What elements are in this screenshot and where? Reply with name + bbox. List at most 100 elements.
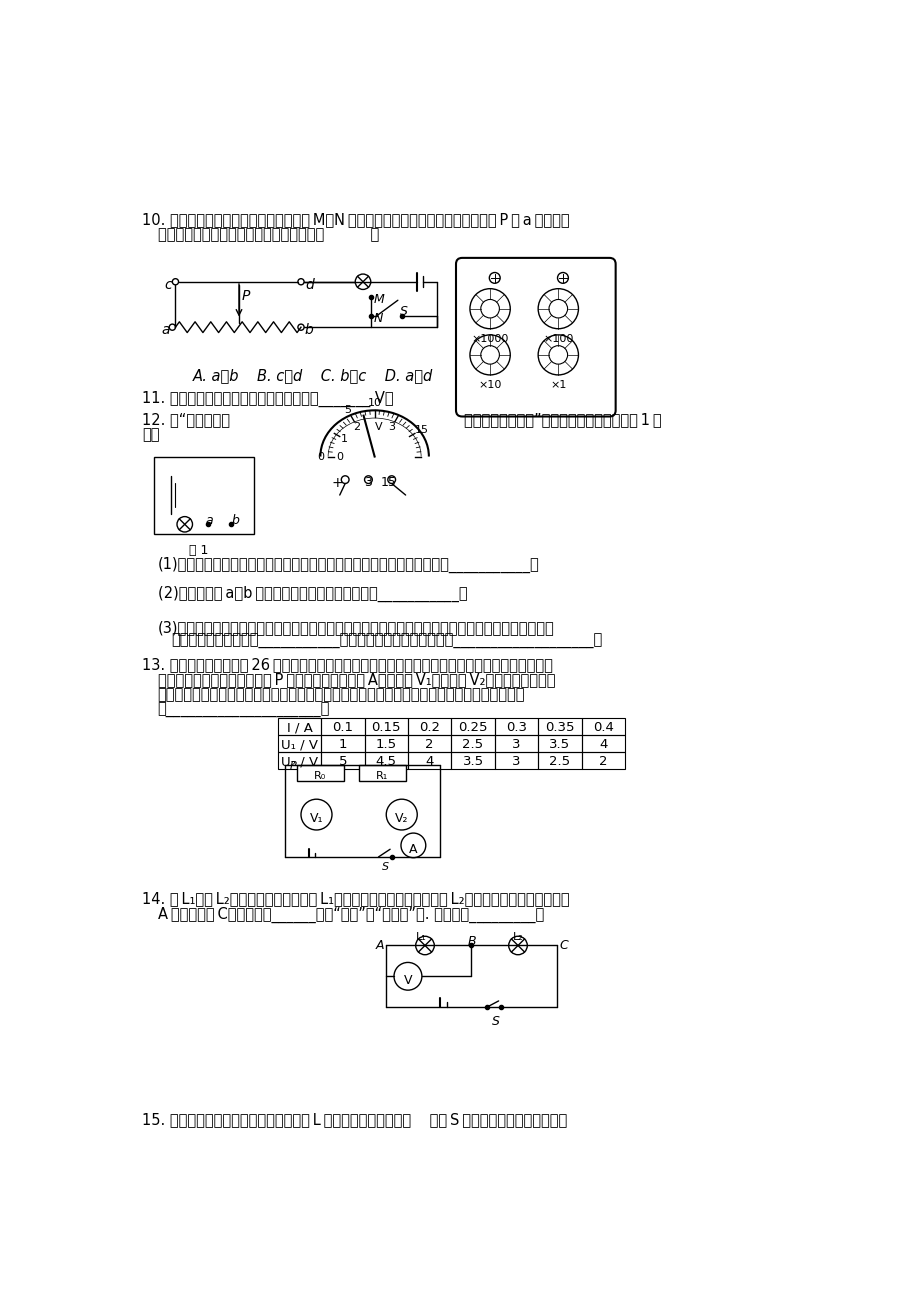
Bar [538,719,581,736]
Text: 12. 在“探究影响导: 12. 在“探究影响导 [142,411,230,427]
Text: 2: 2 [353,422,360,431]
Text: 图 1: 图 1 [188,544,208,557]
Text: 14. 灯 L₁与灯 L₂串联，先用电压表测灯 L₁两端的电压，如图所示，再测 L₂两端电压时，只将电压表接: 14. 灯 L₁与灯 L₂串联，先用电压表测灯 L₁两端的电压，如图所示，再测 … [142,892,569,906]
Text: 0.1: 0.1 [332,721,353,734]
Bar [581,753,624,769]
Text: 路。: 路。 [142,427,160,443]
Text: 1: 1 [338,738,346,751]
Bar [321,719,364,736]
Text: 0.25: 0.25 [458,721,487,734]
Text: 调节滑动变阵器，测出了滑片 P 在不同位置时电流表 A、电压表 V₁、电压表 V₂的示数，并将数据: 调节滑动变阵器，测出了滑片 P 在不同位置时电流表 A、电压表 V₁、电压表 V… [157,672,554,687]
Text: ×10: ×10 [478,380,501,391]
Text: b: b [304,323,313,337]
Bar [153,457,255,534]
Text: 4: 4 [598,738,607,751]
Bar [407,753,451,769]
Text: d: d [304,277,313,292]
Bar [494,736,538,753]
Text: V: V [374,422,382,432]
FancyBboxPatch shape [456,258,615,417]
Text: 0.35: 0.35 [544,721,574,734]
Bar [407,719,451,736]
Text: S: S [491,1014,499,1027]
Text: C: C [560,939,568,952]
Text: 10. 用图所示的滑动变阵器接在电路中的 M、N 两点间，组成一个调光电路，现使滑片 P 向 a 端移动的: 10. 用图所示的滑动变阵器接在电路中的 M、N 两点间，组成一个调光电路，现使… [142,212,569,227]
Text: L₁: L₁ [415,932,426,941]
Text: A: A [409,844,417,857]
Bar [321,736,364,753]
Text: 13. 实验小组的同学用图 26 所示的电路，探究串联电路中各电阵两端的电压变化规律，他们分别通过: 13. 实验小组的同学用图 26 所示的电路，探究串联电路中各电阵两端的电压变化… [142,656,552,672]
Bar [321,753,364,769]
Bar [538,736,581,753]
Text: 3: 3 [363,475,371,488]
Text: (2)为粗略判断 a、b 两点间导体电阵的大小，可观察___________。: (2)为粗略判断 a、b 两点间导体电阵的大小，可观察___________。 [157,586,467,602]
Text: 联接入电流表。你认为___________同学的改进更好一些，理由是___________________。: 联接入电流表。你认为___________同学的改进更好一些，理由是______… [171,634,601,648]
Text: ×1000: ×1000 [471,335,508,344]
Text: S: S [400,305,408,318]
Text: 4: 4 [425,755,434,768]
Bar [364,736,407,753]
Text: R₁: R₁ [376,771,388,781]
Bar [278,753,321,769]
Text: 2: 2 [425,738,434,751]
Bar [451,719,494,736]
Bar [358,764,405,781]
Text: 4.5: 4.5 [375,755,396,768]
Text: P: P [241,289,249,302]
Text: A: A [375,939,383,952]
Bar [451,736,494,753]
Text: 记录在表中。请你根据表中的实验数据，总结出串联电路中各电阵两端的电压变化规律的表达式: 记录在表中。请你根据表中的实验数据，总结出串联电路中各电阵两端的电压变化规律的表… [157,687,525,703]
Bar [278,736,321,753]
Text: b: b [231,513,239,526]
Text: 过程中，灯泡变暗，则应连接的接线柱是（          ）: 过程中，灯泡变暗，则应连接的接线柱是（ ） [157,227,379,242]
Bar [364,719,407,736]
Text: 体电阵大小的因素”实验中，小明设计了如图 1 电: 体电阵大小的因素”实验中，小明设计了如图 1 电 [463,411,661,427]
Bar [407,736,451,753]
Text: 3: 3 [512,755,520,768]
Bar [364,753,407,769]
Text: a: a [206,513,213,526]
Bar [494,719,538,736]
Text: S: S [382,862,389,871]
Bar [581,719,624,736]
Text: U₁ / V: U₁ / V [280,738,318,751]
Text: 5: 5 [338,755,346,768]
Text: ×100: ×100 [542,335,573,344]
Text: 1.5: 1.5 [375,738,396,751]
Text: 15. 某同学在按下图甲所示的电路测灯泡 L 的电流的实验中，闭合    开关 S 时，发现电流表指针偏转到: 15. 某同学在按下图甲所示的电路测灯泡 L 的电流的实验中，闭合 开关 S 时… [142,1113,567,1128]
Text: I / A: I / A [286,721,312,734]
Text: 10: 10 [368,397,381,408]
Text: (3)另有甲、乙两位同学分别对小明的电路作了如下的改进：甲把灯泡更换为电流表；乙在原电路中串: (3)另有甲、乙两位同学分别对小明的电路作了如下的改进：甲把灯泡更换为电流表；乙… [157,620,554,635]
Bar [538,753,581,769]
Text: 3: 3 [388,422,395,431]
Text: 2.5: 2.5 [462,738,483,751]
Bar [278,719,321,736]
Text: 0.4: 0.4 [592,721,613,734]
Text: 3.5: 3.5 [549,738,570,751]
Bar [297,764,344,781]
Text: V₁: V₁ [310,812,323,825]
Text: 0: 0 [335,452,343,461]
Text: 3.5: 3.5 [462,755,483,768]
Text: 为_____________________。: 为_____________________。 [157,703,330,717]
Bar [581,736,624,753]
Text: V: V [403,974,412,987]
Text: U₂ / V: U₂ / V [280,755,318,768]
Text: c: c [165,277,172,292]
Text: (1)在连接电路时发现，还缺少一个元件，他应该在电路中再接入的元件是___________。: (1)在连接电路时发现，还缺少一个元件，他应该在电路中再接入的元件是______… [157,557,539,573]
Bar [494,753,538,769]
Text: B: B [467,935,475,948]
Text: N: N [373,311,383,324]
Text: 11. 如图所示，电压表表盘上的指针示数是_______ V；: 11. 如图所示，电压表表盘上的指针示数是_______ V； [142,391,393,408]
Text: P: P [289,760,296,771]
Bar [451,753,494,769]
Text: A 的一端改接 C，这种接法______（填“正确”或“不正确”）. 理由是：_________。: A 的一端改接 C，这种接法______（填“正确”或“不正确”）. 理由是：_… [157,907,543,923]
Text: ×1: ×1 [550,380,566,391]
Text: 3: 3 [512,738,520,751]
Text: A. a和b    B. c和d    C. b和c    D. a和d: A. a和b B. c和d C. b和c D. a和d [192,368,432,383]
Text: 0.15: 0.15 [371,721,401,734]
Text: 0.3: 0.3 [505,721,527,734]
Text: 0.2: 0.2 [419,721,439,734]
Text: M: M [373,293,384,306]
Text: 0: 0 [316,452,323,461]
